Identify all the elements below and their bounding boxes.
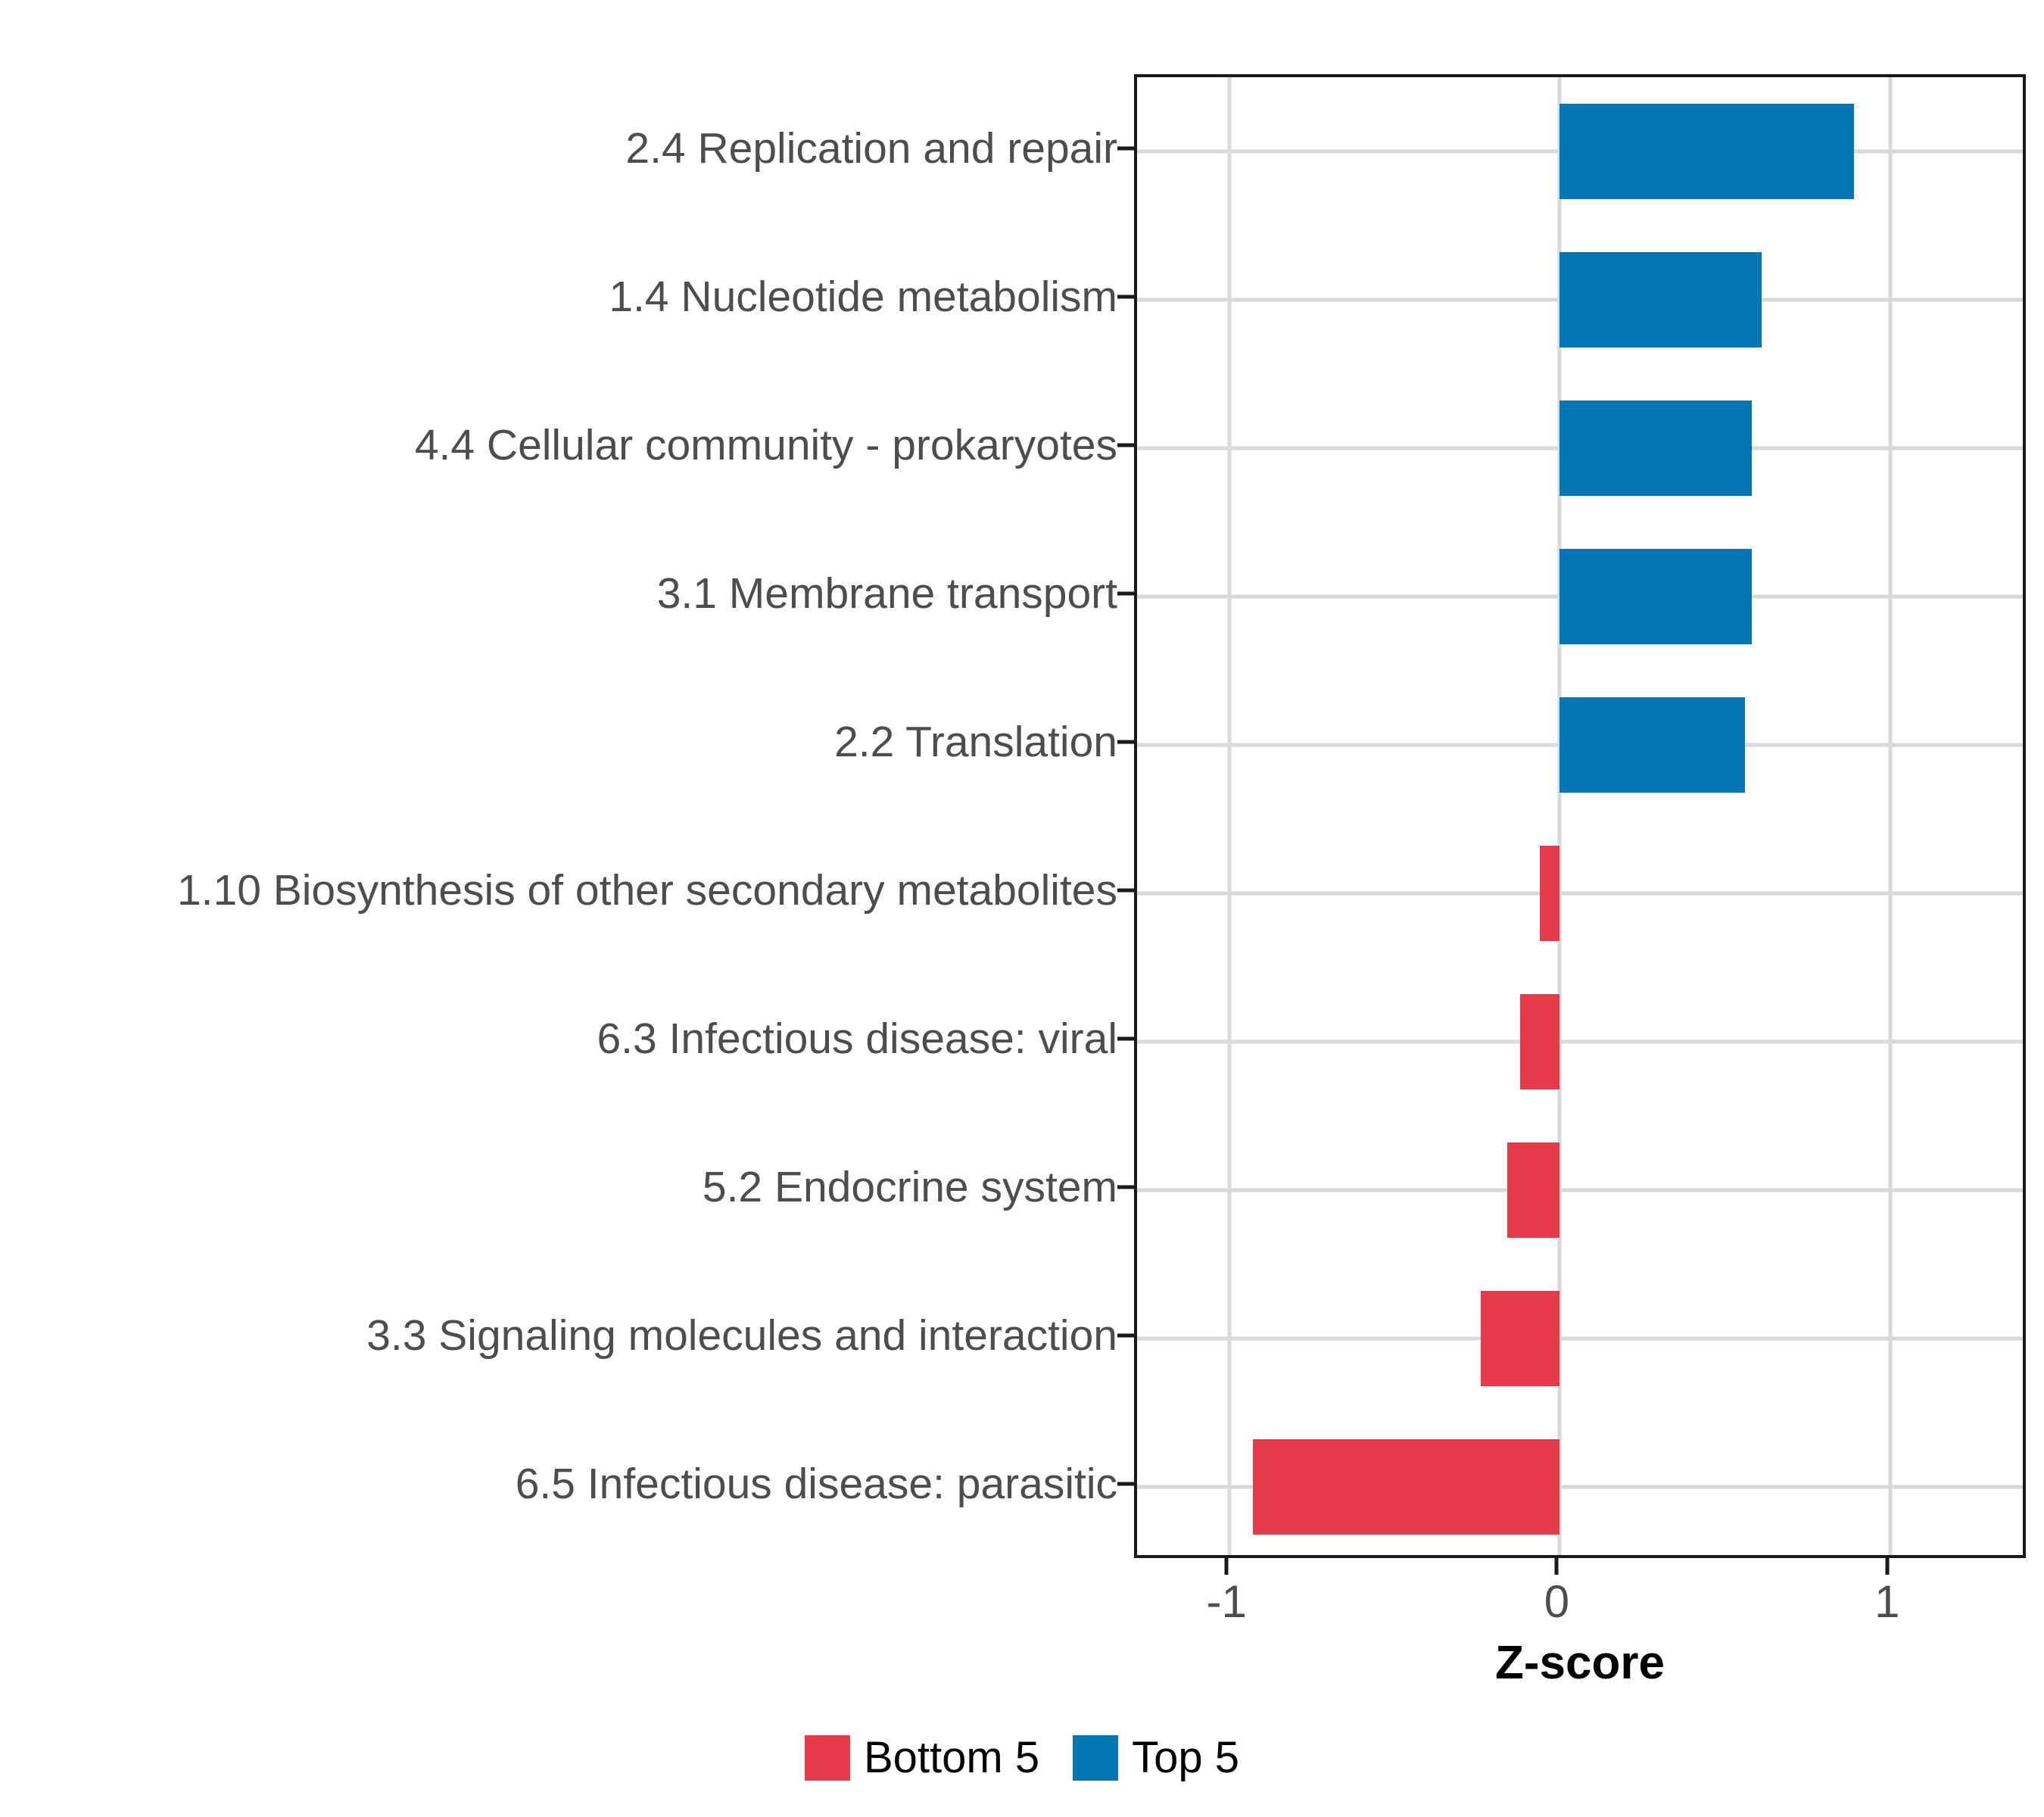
x-gridline — [1227, 77, 1232, 1555]
y-axis-tick-label: 4.4 Cellular community - prokaryotes — [414, 420, 1117, 469]
y-axis-tick-row: 3.1 Membrane transport — [0, 519, 1134, 668]
legend-swatch-bottom5 — [804, 1735, 850, 1781]
x-axis-tick-mark — [1885, 1558, 1890, 1575]
x-gridline — [1888, 77, 1893, 1555]
y-axis-tick-mark — [1117, 443, 1134, 447]
x-axis-tick-label: -1 — [1206, 1576, 1247, 1627]
y-axis-tick-row: 2.4 Replication and repair — [0, 74, 1134, 223]
bar[interactable] — [1480, 1291, 1560, 1386]
bar[interactable] — [1559, 252, 1762, 348]
y-axis-tick-label: 6.3 Infectious disease: viral — [597, 1014, 1117, 1063]
y-axis-tick-label: 1.4 Nucleotide metabolism — [609, 272, 1117, 321]
y-gridline — [1137, 1336, 2023, 1341]
y-gridline — [1137, 1039, 2023, 1044]
y-axis-tick-label: 2.4 Replication and repair — [625, 123, 1117, 173]
x-axis-tick-label: 0 — [1544, 1576, 1570, 1627]
y-axis-tick-mark — [1117, 740, 1134, 744]
y-axis-tick-row: 1.10 Biosynthesis of other secondary met… — [0, 816, 1134, 965]
y-axis-tick-mark — [1117, 888, 1134, 893]
chart-legend: Bottom 5 Top 5 — [0, 1735, 2044, 1781]
legend-swatch-top5 — [1073, 1735, 1119, 1781]
y-axis-tick-label: 3.1 Membrane transport — [656, 569, 1117, 618]
y-axis-tick-label: 1.10 Biosynthesis of other secondary met… — [176, 865, 1117, 915]
y-axis-tick-label: 5.2 Endocrine system — [702, 1162, 1117, 1211]
x-axis-title: Z-score — [1495, 1637, 1665, 1689]
y-axis-tick-mark — [1117, 1333, 1134, 1338]
y-axis-tick-label: 3.3 Signaling molecules and interaction — [366, 1311, 1117, 1360]
y-axis-tick-row: 4.4 Cellular community - prokaryotes — [0, 371, 1134, 519]
x-gridline — [1557, 77, 1562, 1555]
y-axis-tick-label: 2.2 Translation — [834, 717, 1117, 766]
bar[interactable] — [1540, 846, 1560, 941]
y-axis-tick-row: 5.2 Endocrine system — [0, 1113, 1134, 1261]
x-axis-tick-mark — [1554, 1558, 1559, 1575]
bar[interactable] — [1520, 994, 1560, 1089]
y-axis-tick-mark — [1117, 591, 1134, 596]
y-axis-tick-row: 2.2 Translation — [0, 668, 1134, 816]
legend-label-bottom5: Bottom 5 — [863, 1733, 1040, 1782]
legend-entry-bottom5[interactable]: Bottom 5 — [804, 1733, 1040, 1782]
bar[interactable] — [1559, 697, 1745, 793]
y-axis-category-labels: 2.4 Replication and repair 1.4 Nucleotid… — [0, 74, 1134, 1558]
x-axis-tick-label: 1 — [1874, 1576, 1900, 1627]
bar[interactable] — [1559, 400, 1752, 496]
y-axis-tick-mark — [1117, 146, 1134, 151]
bar[interactable] — [1559, 549, 1752, 644]
y-gridline — [1137, 1188, 2023, 1192]
y-gridline — [1137, 891, 2023, 896]
y-axis-tick-mark — [1117, 1185, 1134, 1189]
plot-panel — [1134, 74, 2026, 1558]
y-axis-tick-row: 6.5 Infectious disease: parasitic — [0, 1410, 1134, 1558]
y-axis-tick-row: 6.3 Infectious disease: viral — [0, 965, 1134, 1113]
bar[interactable] — [1559, 104, 1854, 199]
y-gridline — [1137, 1485, 2023, 1489]
y-axis-tick-label: 6.5 Infectious disease: parasitic — [515, 1459, 1117, 1508]
legend-label-top5: Top 5 — [1132, 1733, 1239, 1782]
y-axis-tick-mark — [1117, 1482, 1134, 1486]
legend-entry-top5[interactable]: Top 5 — [1073, 1735, 1239, 1781]
y-axis-tick-row: 3.3 Signaling molecules and interaction — [0, 1261, 1134, 1410]
plot-area — [1137, 77, 2023, 1555]
x-axis-tick-mark — [1224, 1558, 1229, 1575]
y-axis-tick-mark — [1117, 295, 1134, 299]
bar[interactable] — [1252, 1439, 1560, 1535]
bar[interactable] — [1507, 1142, 1560, 1238]
y-axis-tick-mark — [1117, 1036, 1134, 1041]
y-axis-tick-row: 1.4 Nucleotide metabolism — [0, 223, 1134, 371]
